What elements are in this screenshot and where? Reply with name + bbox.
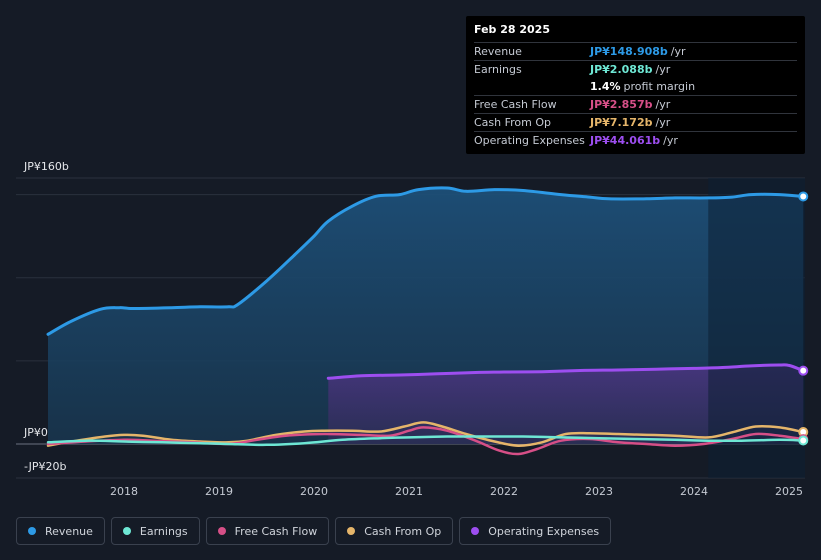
legend-dot-icon xyxy=(471,527,480,535)
legend-item-operating-expenses[interactable]: Operating Expenses xyxy=(459,517,612,545)
legend-label: Earnings xyxy=(139,524,188,538)
legend-label: Revenue xyxy=(45,524,93,538)
tooltip-label: Cash From Op xyxy=(474,116,552,129)
tooltip-value: 1.4% xyxy=(590,80,621,93)
tooltip-value: JP¥2.088b xyxy=(590,63,653,76)
area-fills xyxy=(48,187,804,444)
tooltip-row-earnings: Earnings JP¥2.088b /yr xyxy=(474,61,797,78)
legend-dot-icon xyxy=(28,527,36,535)
tooltip-label: Free Cash Flow xyxy=(474,98,557,111)
legend-item-revenue[interactable]: Revenue xyxy=(16,517,105,545)
legend-item-earnings[interactable]: Earnings xyxy=(110,517,200,545)
legend-label: Cash From Op xyxy=(364,524,442,538)
legend: Revenue Earnings Free Cash Flow Cash Fro… xyxy=(16,517,612,545)
y-tick-label: JP¥160b xyxy=(23,160,69,173)
tooltip-label xyxy=(474,78,590,95)
tooltip-value: JP¥148.908b xyxy=(590,45,668,58)
tooltip-label: Operating Expenses xyxy=(474,134,585,147)
x-tick-label: 2023 xyxy=(585,485,613,498)
tooltip-value: JP¥44.061b xyxy=(590,134,661,147)
tooltip-unit: profit margin xyxy=(623,80,696,93)
earnings-line xyxy=(46,435,805,447)
y-tick-label: JP¥0 xyxy=(23,426,48,439)
tooltip-unit: /yr xyxy=(670,45,686,58)
cash-from-op-line xyxy=(46,421,805,447)
legend-dot-icon xyxy=(217,527,226,535)
x-tick-label: 2022 xyxy=(490,485,518,498)
tooltip-value: JP¥7.172b xyxy=(590,116,653,129)
tooltip-row-revenue: Revenue JP¥148.908b /yr xyxy=(474,43,797,61)
legend-label: Operating Expenses xyxy=(488,524,600,538)
legend-dot-icon xyxy=(347,527,356,535)
legend-dot-icon xyxy=(122,527,131,535)
tooltip-unit: /yr xyxy=(663,134,678,147)
x-axis-labels: 2018 2019 2020 2021 2022 2023 2024 2025 xyxy=(110,485,803,498)
tooltip-value: JP¥2.857b xyxy=(590,98,653,111)
tooltip-unit: /yr xyxy=(655,63,671,76)
operating-expenses-area xyxy=(328,364,804,444)
y-tick-label: -JP¥20b xyxy=(24,460,66,473)
x-tick-label: 2021 xyxy=(395,485,423,498)
tooltip-unit: /yr xyxy=(655,116,671,129)
legend-item-free-cash-flow[interactable]: Free Cash Flow xyxy=(205,517,330,545)
y-axis-labels: JP¥160b JP¥0 -JP¥20b xyxy=(23,160,69,473)
earnings-end-marker xyxy=(798,435,809,446)
x-tick-label: 2019 xyxy=(205,485,233,498)
series-lines xyxy=(46,186,805,456)
x-tick-label: 2025 xyxy=(775,485,803,498)
tooltip-row-cash-from-op: Cash From Op JP¥7.172b /yr xyxy=(474,114,797,132)
tooltip-row-free-cash-flow: Free Cash Flow JP¥2.857b /yr xyxy=(474,96,797,114)
revenue-line xyxy=(46,186,805,336)
legend-item-cash-from-op[interactable]: Cash From Op xyxy=(335,517,454,545)
revenue-end-marker xyxy=(798,191,809,202)
tooltip-row-profit-margin: 1.4% profit margin xyxy=(474,78,797,96)
tooltip: Feb 28 2025 Revenue JP¥148.908b /yr Earn… xyxy=(466,16,805,154)
tooltip-label: Revenue xyxy=(474,45,522,58)
tooltip-unit: /yr xyxy=(655,98,671,111)
x-tick-label: 2018 xyxy=(110,485,138,498)
operating-expenses-end-marker xyxy=(798,365,809,376)
tooltip-row-operating-expenses: Operating Expenses JP¥44.061b /yr xyxy=(474,132,797,149)
x-tick-label: 2024 xyxy=(680,485,708,498)
end-markers xyxy=(798,191,809,446)
operating-expenses-line xyxy=(326,363,805,380)
x-tick-label: 2020 xyxy=(300,485,328,498)
legend-label: Free Cash Flow xyxy=(234,524,318,538)
tooltip-label: Earnings xyxy=(474,63,522,76)
tooltip-date: Feb 28 2025 xyxy=(474,22,797,43)
